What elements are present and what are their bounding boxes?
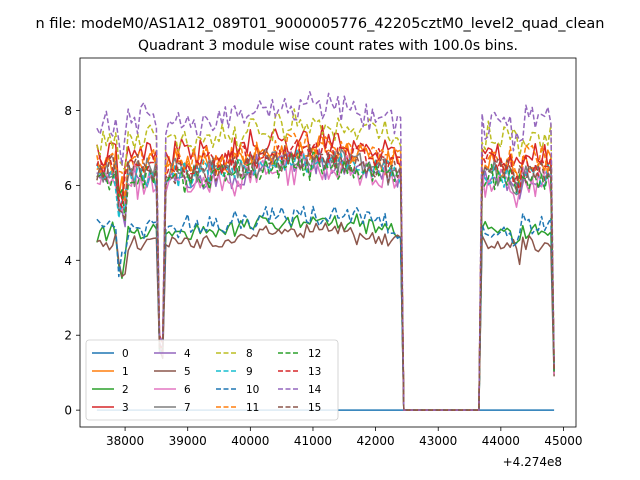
- legend-label-4: 4: [184, 348, 191, 360]
- legend-label-7: 7: [184, 402, 191, 414]
- x-offset-label: +4.274e8: [503, 455, 562, 469]
- x-tick-label: 38000: [106, 434, 144, 448]
- x-tick-label: 40000: [231, 434, 269, 448]
- legend-label-14: 14: [308, 384, 322, 396]
- x-tick-label: 42000: [357, 434, 395, 448]
- legend-label-11: 11: [246, 402, 259, 414]
- y-tick-label: 6: [64, 179, 72, 193]
- y-tick-label: 0: [64, 404, 72, 418]
- legend-label-0: 0: [122, 348, 129, 360]
- series-line-10: [96, 205, 555, 411]
- legend-label-3: 3: [122, 402, 129, 414]
- series-line-9: [96, 148, 555, 411]
- legend-label-6: 6: [184, 384, 191, 396]
- x-tick-label: 44000: [482, 434, 520, 448]
- legend-label-13: 13: [308, 366, 321, 378]
- legend-frame: [85, 339, 339, 421]
- axes-frame: [79, 57, 577, 428]
- legend-label-1: 1: [122, 366, 129, 378]
- legend-label-8: 8: [246, 348, 253, 360]
- x-tick-label: 41000: [294, 434, 332, 448]
- series-line-15: [96, 144, 555, 411]
- series-layer: [96, 91, 555, 411]
- series-line-12: [96, 150, 555, 411]
- axis-layer: 38000 39000 40000 41000 42000 43000 44000 45000…: [64, 104, 582, 448]
- y-tick-label: 4: [64, 254, 72, 268]
- legend-label-2: 2: [122, 384, 129, 396]
- legend-label-9: 9: [246, 366, 253, 378]
- x-tick-label: 43000: [419, 434, 457, 448]
- legend-label-5: 5: [184, 366, 191, 378]
- y-tick-label: 2: [64, 329, 72, 343]
- y-tick-label: 8: [64, 104, 72, 118]
- x-tick-label: 39000: [169, 434, 207, 448]
- figure-suptitle: n file: modeM0/AS1A12_089T01_9000005776_…: [36, 16, 605, 32]
- chart-title: Quadrant 3 module wise count rates with …: [138, 38, 518, 54]
- x-tick-label: 45000: [544, 434, 582, 448]
- legend-label-10: 10: [246, 384, 259, 396]
- legend-label-15: 15: [308, 402, 321, 414]
- legend-label-12: 12: [308, 348, 321, 360]
